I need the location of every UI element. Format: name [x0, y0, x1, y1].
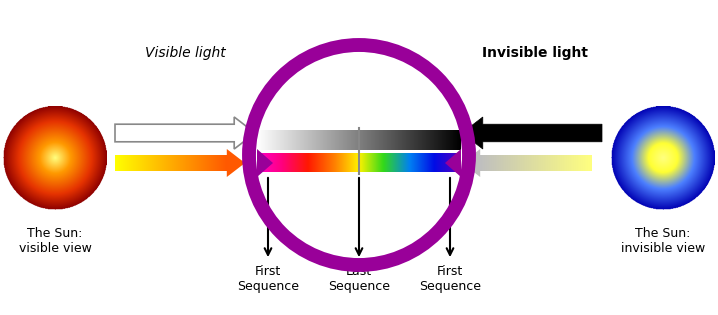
Text: Invisible light: Invisible light [482, 46, 588, 60]
Text: Last
Sequence: Last Sequence [328, 265, 390, 293]
Polygon shape [257, 149, 273, 177]
Polygon shape [227, 149, 245, 177]
Polygon shape [445, 149, 461, 177]
Text: Visible light: Visible light [144, 46, 225, 60]
Polygon shape [115, 117, 255, 149]
Polygon shape [462, 117, 602, 149]
Polygon shape [462, 149, 480, 177]
Text: The Sun:
invisible view: The Sun: invisible view [621, 227, 705, 255]
Text: First
Sequence: First Sequence [237, 265, 299, 293]
Text: First
Sequence: First Sequence [419, 265, 481, 293]
Text: The Sun:
visible view: The Sun: visible view [19, 227, 91, 255]
